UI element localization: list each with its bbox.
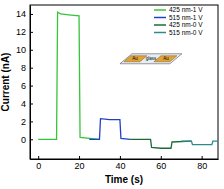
inset: Au glass Au xyxy=(120,54,182,64)
x-tick: 60 xyxy=(156,156,166,171)
legend-label: 425 nm-1 V xyxy=(169,6,203,13)
x-tick-mark xyxy=(161,156,162,159)
y-tick-label: 10 xyxy=(16,45,26,55)
x-tick-mark xyxy=(38,156,39,159)
y-tick-label: 6 xyxy=(21,81,26,91)
legend-entry: 425 nm-1 V xyxy=(154,6,203,13)
y-tick-mark xyxy=(30,103,33,104)
x-tick-label: 60 xyxy=(156,161,166,171)
y-tick: 14 xyxy=(16,9,33,19)
y-tick: 6 xyxy=(21,81,33,91)
y-tick-label: 4 xyxy=(21,99,26,109)
y-axis: 0 2 4 6 8 10 12 14 xyxy=(16,6,33,160)
y-tick-label: 8 xyxy=(21,63,26,73)
series-line xyxy=(181,141,218,145)
y-axis-title: Current (nA) xyxy=(0,53,11,112)
plot-area: 0 20 40 60 80 0 2 4 6 8 10 12 14 Au glass Au xyxy=(16,5,219,171)
y-tick-label: 0 xyxy=(21,135,26,145)
legend-swatch xyxy=(154,32,166,34)
y-tick: 4 xyxy=(21,99,33,109)
y-tick-label: 12 xyxy=(16,27,26,37)
y-tick-label: 2 xyxy=(21,117,26,127)
legend-label: 515 nm-0 V xyxy=(169,29,203,36)
series-line xyxy=(89,119,130,140)
legend-entry: 515 nm-1 V xyxy=(154,14,203,21)
lines xyxy=(38,12,218,148)
annotation: Au xyxy=(163,56,169,61)
annotation: Au xyxy=(132,56,138,61)
y-tick-label: 14 xyxy=(16,9,26,19)
x-axis-title: Time (s) xyxy=(105,174,143,185)
x-tick-label: 0 xyxy=(36,161,41,171)
x-tick-label: 80 xyxy=(197,161,207,171)
x-tick: 20 xyxy=(75,156,85,171)
y-axis-line xyxy=(30,6,31,160)
y-tick: 2 xyxy=(21,117,33,127)
x-axis: 0 20 40 60 80 xyxy=(31,156,219,171)
x-tick: 0 xyxy=(36,156,41,171)
y-tick-mark xyxy=(30,139,33,140)
y-tick: 0 xyxy=(21,135,33,145)
x-tick: 80 xyxy=(197,156,207,171)
legend-entry: 425 nm-0 V xyxy=(154,21,203,28)
legend-swatch xyxy=(154,17,166,19)
plot-frame xyxy=(30,5,218,159)
electrode xyxy=(124,56,147,62)
legend-entry: 515 nm-0 V xyxy=(154,29,203,36)
annotation: glass xyxy=(146,56,157,61)
x-tick-mark xyxy=(79,156,80,159)
x-tick: 40 xyxy=(115,156,125,171)
y-tick: 8 xyxy=(21,63,33,73)
y-tick: 12 xyxy=(16,27,33,37)
x-tick-label: 40 xyxy=(115,161,125,171)
electrode xyxy=(154,56,177,62)
legend: 425 nm-1 V515 nm-1 V425 nm-0 V515 nm-0 V xyxy=(154,6,203,36)
x-tick-mark xyxy=(202,156,203,159)
y-tick-mark xyxy=(30,14,33,15)
x-tick-label: 20 xyxy=(75,161,85,171)
x-axis-line xyxy=(31,159,219,160)
legend-label: 515 nm-1 V xyxy=(169,14,203,21)
series-line xyxy=(38,12,99,139)
legend-swatch xyxy=(154,9,166,11)
legend-swatch xyxy=(154,24,166,26)
y-tick-mark xyxy=(30,86,33,87)
y-tick-mark xyxy=(30,50,33,51)
glass-substrate xyxy=(120,54,182,64)
x-tick-mark xyxy=(120,156,121,159)
chart: 0 20 40 60 80 0 2 4 6 8 10 12 14 Au glass Au Time (s) Cur… xyxy=(0,0,224,189)
legend-label: 425 nm-0 V xyxy=(169,21,203,28)
y-tick-mark xyxy=(30,121,33,122)
y-tick-mark xyxy=(30,32,33,33)
y-tick-mark xyxy=(30,68,33,69)
y-tick: 10 xyxy=(16,45,33,55)
